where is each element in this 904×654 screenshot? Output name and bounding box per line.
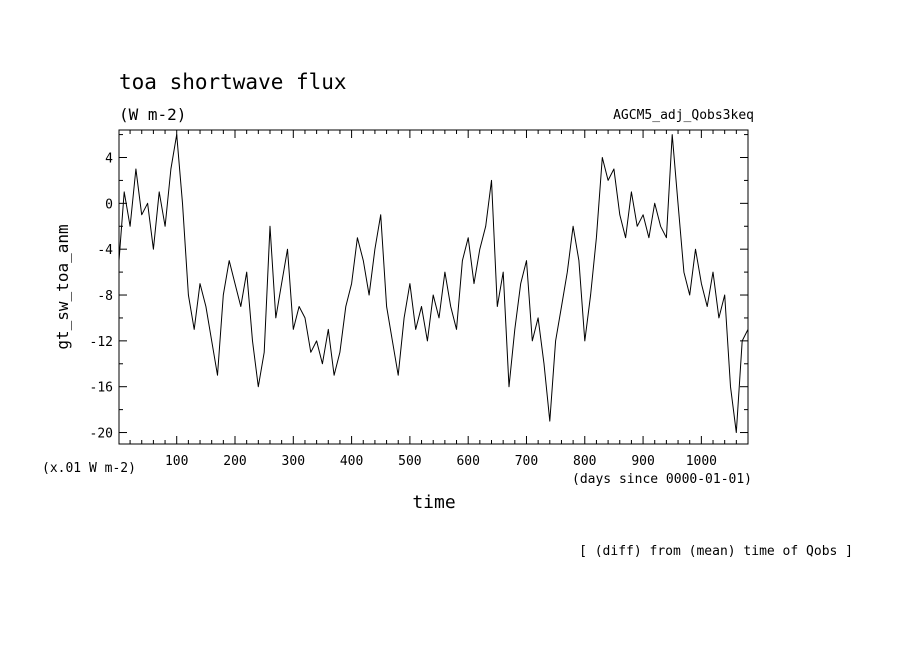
axis-tick-labels: 100 200 300 400 500 600 700 800 900 1000 4 0 -4 -8 -12… (90, 152, 718, 469)
footnote: [ (diff) from (mean) time of Qobs ] (579, 544, 853, 559)
y-scale-note: (x.01 W m-2) (42, 461, 136, 476)
x-tick-label: 100 (165, 454, 188, 469)
x-tick-label: 300 (282, 454, 305, 469)
x-tick-label: 600 (456, 454, 479, 469)
y-tick-label: -8 (97, 289, 113, 304)
y-tick-label: 0 (105, 197, 113, 212)
y-axis-label: gt_sw_toa_anm (53, 224, 72, 349)
x-tick-label: 400 (340, 454, 363, 469)
x-tick-label: 700 (515, 454, 538, 469)
x-tick-label: 1000 (686, 454, 717, 469)
y-tick-label: 4 (105, 152, 113, 167)
y-tick-label: -20 (90, 427, 113, 442)
series-layer (119, 134, 748, 433)
chart-units: (W m-2) (119, 105, 186, 124)
y-tick-label: -16 (90, 381, 113, 396)
chart-title: toa shortwave flux (119, 70, 347, 94)
axis-ticks (119, 130, 748, 444)
y-tick-label: -4 (97, 243, 113, 258)
x-tick-label: 800 (573, 454, 596, 469)
x-units-note: (days since 0000-01-01) (572, 472, 752, 487)
x-tick-label: 500 (398, 454, 421, 469)
x-axis-label: time (412, 492, 455, 513)
series-line (119, 134, 748, 433)
x-tick-label: 200 (223, 454, 246, 469)
x-tick-label: 900 (631, 454, 654, 469)
experiment-label: AGCM5_adj_Qobs3keq (613, 108, 754, 123)
y-tick-label: -12 (90, 335, 113, 350)
